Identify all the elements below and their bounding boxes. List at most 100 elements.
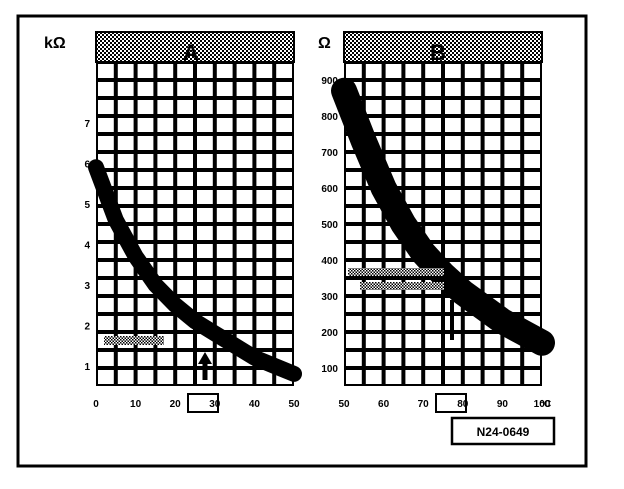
- panel-b-x-unit: °C: [540, 399, 551, 410]
- grid-cell: [236, 82, 253, 96]
- grid-cell: [197, 82, 213, 96]
- grid-cell: [117, 136, 134, 150]
- outer-frame: [16, 14, 588, 468]
- figure-ref-box: [450, 416, 556, 446]
- grid-cell: [216, 190, 233, 204]
- grid-cell: [464, 226, 481, 240]
- grid-cell: [157, 226, 174, 240]
- grid-cell: [157, 262, 174, 276]
- grid-cell: [137, 190, 154, 204]
- grid-cell: [216, 262, 233, 276]
- grid-cell: [464, 172, 481, 186]
- grid-cell: [425, 118, 441, 132]
- grid-cell: [464, 316, 481, 330]
- grid-cell: [216, 370, 233, 384]
- grid-cell: [346, 64, 362, 78]
- grid-cell: [157, 100, 174, 114]
- grid-cell: [137, 352, 154, 366]
- grid-cell: [464, 334, 481, 348]
- grid-cell: [177, 154, 193, 168]
- grid-cell: [256, 334, 273, 348]
- grid-cell: [365, 316, 382, 330]
- grid-cell: [504, 352, 521, 366]
- grid-cell: [256, 280, 273, 294]
- grid-cell: [117, 262, 134, 276]
- grid-cell: [276, 280, 292, 294]
- grid-cell: [365, 298, 382, 312]
- grid-cell: [157, 208, 174, 222]
- grid-cell: [276, 118, 292, 132]
- grid-cell: [425, 82, 441, 96]
- grid-cell: [385, 352, 402, 366]
- panel-a-title: A: [183, 40, 199, 65]
- grid-cell: [464, 82, 481, 96]
- grid-cell: [385, 298, 402, 312]
- grid-cell: [276, 154, 292, 168]
- grid-cell: [117, 64, 134, 78]
- panel-b-y-tick-label: 400: [321, 256, 338, 267]
- grid-cell: [445, 136, 461, 150]
- grid-cell: [524, 118, 540, 132]
- grid-cell: [197, 190, 213, 204]
- grid-cell: [117, 82, 134, 96]
- grid-cell: [484, 172, 501, 186]
- grid-cell: [484, 118, 501, 132]
- panel-b-y-tick-label: 500: [321, 220, 338, 231]
- grid-cell: [484, 244, 501, 258]
- grid-cell: [405, 136, 422, 150]
- grid-cell: [276, 298, 292, 312]
- grid-cell: [256, 208, 273, 222]
- grid-cell: [117, 154, 134, 168]
- grid-cell: [137, 370, 154, 384]
- grid-cell: [524, 298, 540, 312]
- grid-cell: [236, 64, 253, 78]
- grid-cell: [464, 352, 481, 366]
- grid-cell: [445, 64, 461, 78]
- grid-cell: [445, 370, 461, 384]
- grid-cell: [346, 280, 362, 294]
- grid-cell: [157, 136, 174, 150]
- grid-cell: [385, 136, 402, 150]
- grid-cell: [256, 172, 273, 186]
- grid-cell: [445, 226, 461, 240]
- grid-cell: [365, 226, 382, 240]
- grid-cell: [117, 190, 134, 204]
- grid-cell: [177, 172, 193, 186]
- grid-cell: [276, 226, 292, 240]
- panel-a-y-tick-label: 6: [84, 159, 90, 170]
- grid-cell: [445, 82, 461, 96]
- grid-cell: [346, 334, 362, 348]
- grid-cell: [484, 370, 501, 384]
- grid-cell: [425, 370, 441, 384]
- grid-cell: [157, 352, 174, 366]
- grid-cell: [504, 172, 521, 186]
- grid-cell: [256, 64, 273, 78]
- grid-cell: [157, 154, 174, 168]
- grid-cell: [425, 100, 441, 114]
- grid-cell: [137, 100, 154, 114]
- grid-cell: [117, 370, 134, 384]
- grid-cell: [177, 370, 193, 384]
- grid-cell: [216, 154, 233, 168]
- grid-cell: [524, 226, 540, 240]
- grid-cell: [524, 208, 540, 222]
- grid-cell: [216, 244, 233, 258]
- panel-a-x-tick-label: 10: [130, 399, 142, 410]
- panel-a-unit-label: kΩ: [44, 35, 66, 52]
- grid-cell: [484, 136, 501, 150]
- grid-cell: [137, 118, 154, 132]
- grid-cell: [177, 136, 193, 150]
- grid-cell: [504, 370, 521, 384]
- panel-a-highlight-box: [187, 393, 219, 413]
- grid-cell: [524, 136, 540, 150]
- grid-cell: [346, 190, 362, 204]
- grid-cell: [117, 298, 134, 312]
- grid-cell: [117, 280, 134, 294]
- panel-a-reading-band: [104, 336, 164, 345]
- grid-cell: [256, 190, 273, 204]
- grid-cell: [98, 64, 114, 78]
- grid-cell: [464, 118, 481, 132]
- panel-b-x-tick-label: 70: [418, 399, 430, 410]
